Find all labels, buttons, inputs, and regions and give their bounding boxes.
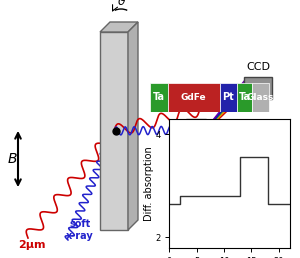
Text: GdFe: GdFe	[181, 93, 206, 102]
Text: Glass: Glass	[247, 93, 274, 102]
Text: Pt: Pt	[223, 92, 234, 102]
Polygon shape	[100, 22, 138, 32]
Text: 2µm: 2µm	[18, 240, 46, 250]
Text: grating: grating	[178, 146, 214, 156]
Bar	[186, 119, 206, 141]
Bar	[244, 77, 272, 99]
Bar	[150, 83, 168, 112]
Polygon shape	[128, 22, 138, 230]
Bar	[252, 83, 269, 112]
Bar	[220, 83, 237, 112]
Bar	[237, 83, 252, 112]
Y-axis label: Diff. absorption: Diff. absorption	[144, 146, 154, 221]
Text: soft
x-ray: soft x-ray	[66, 219, 94, 241]
Polygon shape	[100, 32, 128, 230]
Text: Ta: Ta	[239, 92, 251, 102]
Text: Ta: Ta	[153, 92, 165, 102]
Text: CCD: CCD	[246, 62, 270, 72]
Text: B: B	[7, 152, 17, 166]
Text: $\vartheta$: $\vartheta$	[117, 0, 127, 8]
Bar	[168, 83, 220, 112]
